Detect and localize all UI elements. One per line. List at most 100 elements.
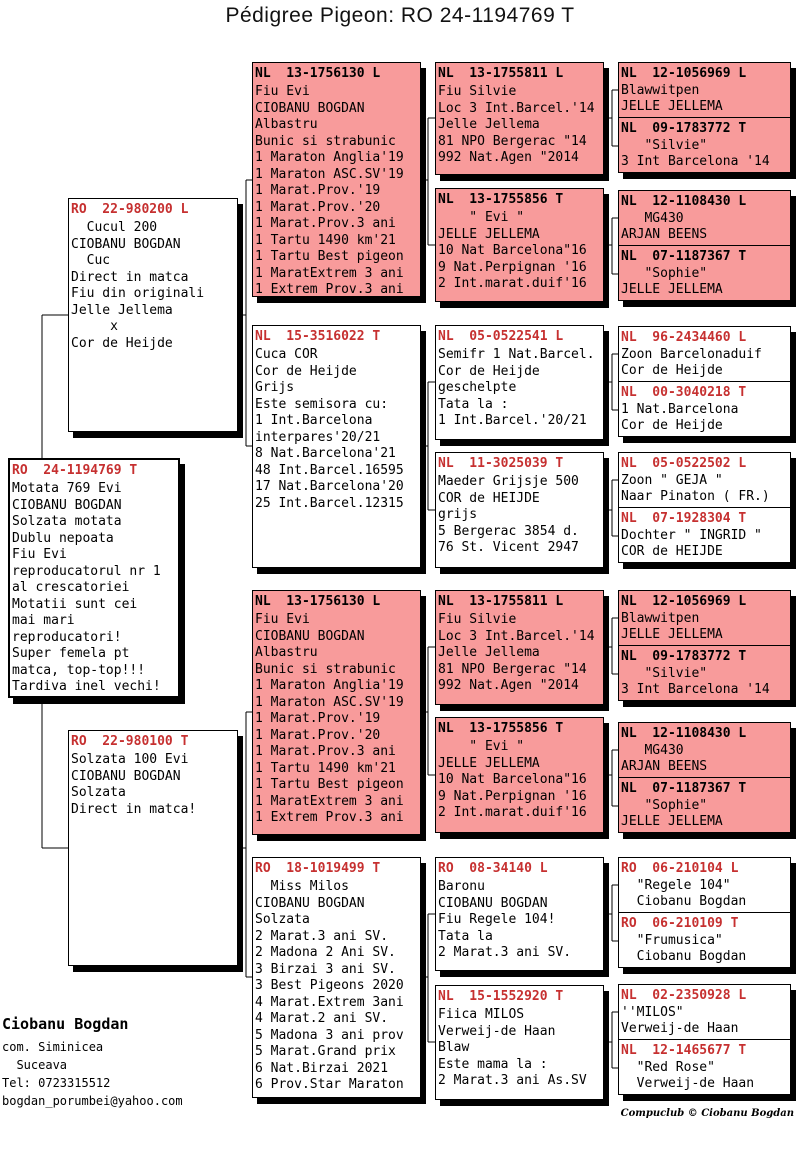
box-body: 1 Nat.Barcelona Cor de Heijde [621, 402, 739, 433]
gen5-pair-3: NL 96-2434460 L Zoon Barcelonaduif Cor d… [618, 326, 791, 437]
box-body: Zoon " GEJA " Naar Pinaton ( FR.) [621, 473, 770, 504]
ring-number: NL 13-1756130 L [255, 594, 381, 609]
ring-number: NL 96-2434460 L [621, 330, 747, 345]
ring-number: NL 15-3516022 T [255, 329, 381, 344]
box-gen4-nl-13-1755856-b: NL 13-1755856 T " Evi " JELLE JELLEMA 10… [435, 717, 604, 833]
ring-number: NL 02-2350928 L [621, 988, 747, 1003]
box-body: Fiu Silvie Loc 3 Int.Barcel.'14 Jelle Je… [438, 84, 595, 165]
box-body: Blawwitpen JELLE JELLEMA [621, 83, 723, 114]
box-gen5-nl-05-0522502: NL 05-0522502 L Zoon " GEJA " Naar Pinat… [618, 452, 791, 508]
ring-number: NL 12-1056969 L [621, 66, 747, 81]
ring-number: RO 06-210109 T [621, 916, 739, 931]
ring-number: NL 07-1928304 T [621, 511, 747, 526]
ring-number: NL 13-1755811 L [438, 594, 564, 609]
box-gen5-nl-07-1187367-b: NL 07-1187367 T "Sophie" JELLE JELLEMA [618, 777, 791, 833]
box-body: MG430 ARJAN BEENS [621, 743, 708, 774]
box-gen5-nl-07-1187367-a: NL 07-1187367 T "Sophie" JELLE JELLEMA [618, 245, 791, 301]
box-body: ''MILOS" Verweij-de Haan [621, 1005, 739, 1036]
breeder-info: Ciobanu Bogdan com. Siminicea Suceava Te… [2, 1014, 183, 1110]
box-body: Blawwitpen JELLE JELLEMA [621, 611, 723, 642]
ring-number: NL 05-0522541 L [438, 329, 564, 344]
gen5-pair-5: NL 12-1056969 L Blawwitpen JELLE JELLEMA… [618, 590, 791, 701]
box-gen3-ro-18-1019499: RO 18-1019499 T Miss Milos CIOBANU BOGDA… [252, 857, 421, 1098]
box-body: Miss Milos CIOBANU BOGDAN Solzata 2 Mara… [255, 879, 404, 1092]
box-gen4-ro-08-34140: RO 08-34140 L Baronu CIOBANU BOGDAN Fiu … [435, 857, 604, 971]
gen5-pair-1: NL 12-1056969 L Blawwitpen JELLE JELLEMA… [618, 62, 791, 173]
box-gen4-nl-05-0522541: NL 05-0522541 L Semifr 1 Nat.Barcel. Cor… [435, 325, 604, 440]
ring-number: NL 12-1056969 L [621, 594, 747, 609]
box-body: Semifr 1 Nat.Barcel. Cor de Heijde gesch… [438, 347, 595, 428]
ring-number: NL 00-3040218 T [621, 385, 747, 400]
box-body: Motata 769 Evi CIOBANU BOGDAN Solzata mo… [12, 481, 161, 694]
gen5-pair-6: NL 12-1108430 L MG430 ARJAN BEENS NL 07-… [618, 722, 791, 833]
box-gen5-nl-12-1056969-b: NL 12-1056969 L Blawwitpen JELLE JELLEMA [618, 590, 791, 646]
box-gen5-ro-06-210104: RO 06-210104 L "Regele 104" Ciobanu Bogd… [618, 857, 791, 913]
box-body: "Red Rose" Verweij-de Haan [636, 1060, 755, 1091]
box-body: " Evi " JELLE JELLEMA 10 Nat Barcelona"1… [438, 210, 587, 291]
gen5-pair-4: NL 05-0522502 L Zoon " GEJA " Naar Pinat… [618, 452, 791, 563]
ring-number: NL 13-1755856 T [438, 192, 564, 207]
box-gen5-nl-12-1056969-a: NL 12-1056969 L Blawwitpen JELLE JELLEMA [618, 62, 791, 118]
box-body: " Evi " JELLE JELLEMA 10 Nat Barcelona"1… [438, 739, 587, 820]
box-subject-ro-24-1194769: RO 24-1194769 T Motata 769 Evi CIOBANU B… [8, 458, 180, 698]
ring-number: NL 09-1783772 T [621, 649, 747, 664]
box-body: Baronu CIOBANU BOGDAN Fiu Regele 104! Ta… [438, 879, 572, 960]
box-gen3-nl-15-3516022: NL 15-3516022 T Cuca COR Cor de Heijde G… [252, 325, 421, 568]
box-gen4-nl-11-3025039: NL 11-3025039 T Maeder Grijsje 500 COR d… [435, 452, 604, 568]
box-body: "Silvie" 3 Int Barcelona '14 [621, 666, 770, 697]
box-body: "Sophie" JELLE JELLEMA [621, 798, 723, 829]
box-body: Fiu Evi CIOBANU BOGDAN Albastru Bunic si… [255, 612, 404, 825]
box-body: "Silvie" 3 Int Barcelona '14 [621, 138, 770, 169]
box-gen4-nl-15-1552920: NL 15-1552920 T Fiica MILOS Verweij-de H… [435, 985, 604, 1100]
box-body: Zoon Barcelonaduif Cor de Heijde [621, 347, 762, 378]
box-body: "Frumusica" Ciobanu Bogdan [636, 933, 747, 964]
ring-number: NL 07-1187367 T [621, 781, 747, 796]
breeder-contact: com. Siminicea Suceava Tel: 0723315512 b… [2, 1040, 183, 1108]
box-sire-ro-22-980200: RO 22-980200 L Cucul 200 CIOBANU BOGDAN … [68, 198, 238, 432]
page-title: Pédigree Pigeon: RO 24-1194769 T [225, 4, 575, 27]
ring-number: NL 12-1108430 L [621, 726, 747, 741]
box-body: "Sophie" JELLE JELLEMA [621, 266, 723, 297]
box-gen3-nl-13-1756130-b: NL 13-1756130 L Fiu Evi CIOBANU BOGDAN A… [252, 590, 421, 835]
box-gen5-nl-07-1928304: NL 07-1928304 T Dochter " INGRID " COR d… [618, 507, 791, 563]
ring-number: RO 06-210104 L [621, 861, 739, 876]
software-credit: Compuclub © Ciobanu Bogdan [620, 1108, 794, 1119]
gen5-pair-2: NL 12-1108430 L MG430 ARJAN BEENS NL 07-… [618, 190, 791, 301]
box-body: MG430 ARJAN BEENS [621, 211, 708, 242]
box-body: Fiica MILOS Verweij-de Haan Blaw Este ma… [438, 1007, 587, 1088]
box-gen4-nl-13-1755811-a: NL 13-1755811 L Fiu Silvie Loc 3 Int.Bar… [435, 62, 604, 175]
box-body: Fiu Silvie Loc 3 Int.Barcel.'14 Jelle Je… [438, 612, 595, 693]
box-gen5-nl-96-2434460: NL 96-2434460 L Zoon Barcelonaduif Cor d… [618, 326, 791, 382]
box-gen5-ro-06-210109: RO 06-210109 T "Frumusica" Ciobanu Bogda… [618, 912, 791, 968]
ring-number: NL 12-1465677 T [621, 1043, 747, 1058]
box-gen4-nl-13-1755856-a: NL 13-1755856 T " Evi " JELLE JELLEMA 10… [435, 188, 604, 302]
box-body: Cucul 200 CIOBANU BOGDAN Cuc Direct in m… [71, 220, 205, 351]
box-gen5-nl-12-1108430-a: NL 12-1108430 L MG430 ARJAN BEENS [618, 190, 791, 246]
ring-number: NL 13-1756130 L [255, 66, 381, 81]
box-body: Fiu Evi CIOBANU BOGDAN Albastru Bunic si… [255, 84, 404, 297]
box-body: Cuca COR Cor de Heijde Grijs Este semiso… [255, 347, 404, 511]
box-body: Maeder Grijsje 500 COR de HEIJDE grijs 5… [438, 474, 579, 555]
box-gen4-nl-13-1755811-b: NL 13-1755811 L Fiu Silvie Loc 3 Int.Bar… [435, 590, 604, 705]
breeder-name: Ciobanu Bogdan [2, 1015, 129, 1033]
box-body: Dochter " INGRID " COR de HEIJDE [621, 528, 762, 559]
ring-number: NL 11-3025039 T [438, 456, 564, 471]
gen5-pair-8: NL 02-2350928 L ''MILOS" Verweij-de Haan… [618, 984, 791, 1095]
box-gen3-nl-13-1756130-a: NL 13-1756130 L Fiu Evi CIOBANU BOGDAN A… [252, 62, 421, 297]
ring-number: RO 08-34140 L [438, 861, 548, 876]
ring-number: NL 05-0522502 L [621, 456, 747, 471]
ring-number: RO 22-980100 T [71, 734, 189, 749]
box-body: "Regele 104" Ciobanu Bogdan [636, 878, 747, 909]
box-gen5-nl-02-2350928: NL 02-2350928 L ''MILOS" Verweij-de Haan [618, 984, 791, 1040]
box-gen5-nl-00-3040218: NL 00-3040218 T 1 Nat.Barcelona Cor de H… [618, 381, 791, 437]
ring-number: RO 22-980200 L [71, 202, 189, 217]
box-gen5-nl-09-1783772-b: NL 09-1783772 T "Silvie" 3 Int Barcelona… [618, 645, 791, 701]
ring-number: NL 13-1755856 T [438, 721, 564, 736]
box-gen5-nl-09-1783772-a: NL 09-1783772 T "Silvie" 3 Int Barcelona… [618, 117, 791, 173]
ring-number: NL 15-1552920 T [438, 989, 564, 1004]
ring-number: RO 24-1194769 T [12, 463, 138, 478]
ring-number: RO 18-1019499 T [255, 861, 381, 876]
box-dam-ro-22-980100: RO 22-980100 T Solzata 100 Evi CIOBANU B… [68, 730, 238, 966]
box-gen5-nl-12-1465677: NL 12-1465677 T "Red Rose" Verweij-de Ha… [618, 1039, 791, 1095]
ring-number: NL 13-1755811 L [438, 66, 564, 81]
